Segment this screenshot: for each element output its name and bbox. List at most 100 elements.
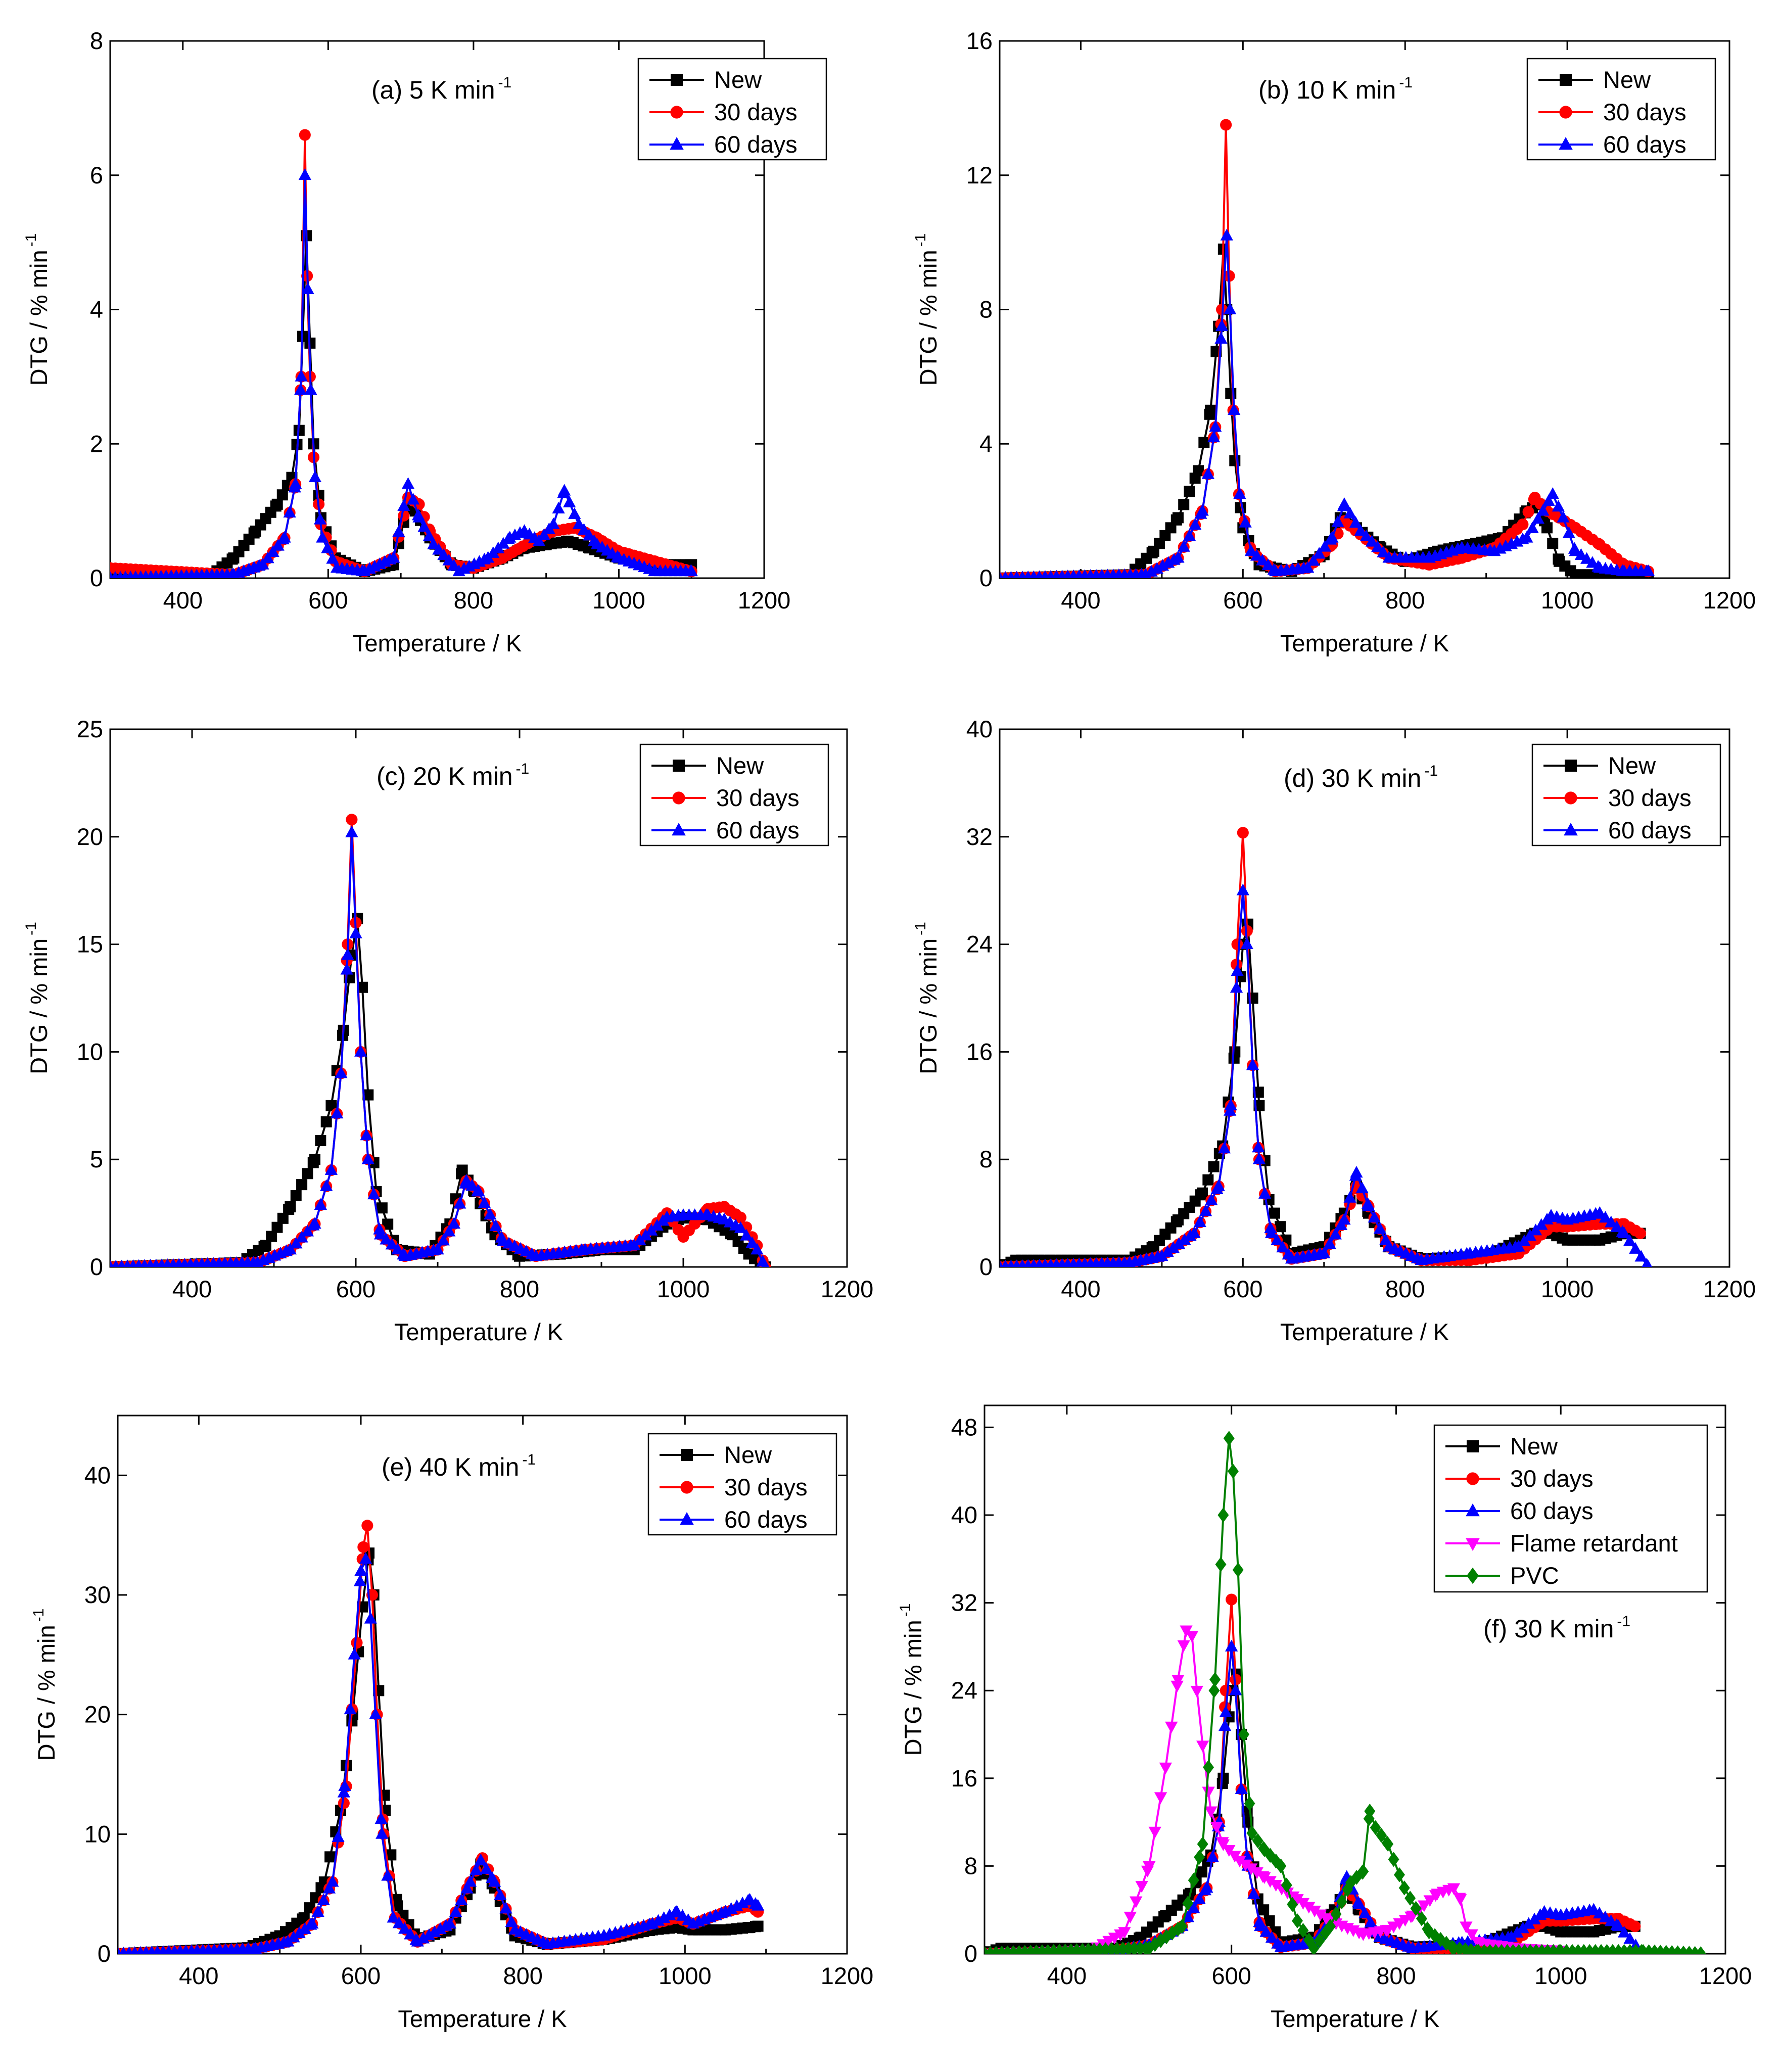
data-point bbox=[474, 1853, 487, 1865]
panel-label: (b) 10 K min -1 bbox=[1258, 74, 1413, 104]
y-axis-title-superscript: -1 bbox=[30, 1609, 47, 1622]
data-point bbox=[1176, 1918, 1188, 1934]
data-point bbox=[1410, 1901, 1422, 1916]
y-axis-title-group: DTG / % min -1 bbox=[30, 1609, 60, 1761]
data-point bbox=[494, 1888, 507, 1900]
data-point bbox=[1206, 1850, 1219, 1862]
y-axis-title: DTG / % min -1 bbox=[897, 1604, 926, 1756]
data-point bbox=[1210, 1821, 1223, 1834]
legend-marker bbox=[671, 74, 683, 86]
plot-frame bbox=[999, 728, 1730, 1268]
data-point bbox=[1229, 455, 1241, 466]
x-tick-label: 800 bbox=[1385, 587, 1425, 614]
data-point bbox=[1557, 510, 1570, 523]
data-point bbox=[1229, 1683, 1242, 1696]
y-axis-title-main: DTG / % min bbox=[33, 1625, 60, 1761]
plot-frame bbox=[117, 1415, 848, 1955]
data-point bbox=[1156, 559, 1169, 571]
data-point bbox=[547, 517, 560, 530]
data-point bbox=[1150, 561, 1163, 574]
series-60-days bbox=[110, 168, 698, 578]
panel-e: 400 600 800 1000 1200 0 10 20 30 40 Temperature / … bbox=[30, 1415, 873, 2032]
legend-marker bbox=[681, 1449, 693, 1461]
x-tick-label: 600 bbox=[1223, 587, 1262, 614]
data-point bbox=[1145, 564, 1158, 577]
data-point bbox=[398, 1922, 411, 1934]
data-point bbox=[1371, 540, 1384, 552]
legend-label: 30 days bbox=[716, 784, 800, 811]
plot-area bbox=[1000, 827, 1653, 1267]
legend-label: 60 days bbox=[1510, 1497, 1594, 1524]
data-point bbox=[117, 1259, 126, 1267]
data-point bbox=[751, 1899, 765, 1911]
y-axis-title-superscript: -1 bbox=[23, 922, 39, 935]
data-point bbox=[1263, 1915, 1275, 1926]
x-tick-label: 400 bbox=[179, 1962, 218, 1989]
y-tick-label: 32 bbox=[951, 1589, 977, 1616]
data-point bbox=[1528, 1912, 1541, 1924]
data-point bbox=[324, 1163, 338, 1175]
data-point bbox=[1018, 1259, 1027, 1267]
data-point bbox=[374, 1812, 388, 1824]
data-point bbox=[361, 1520, 373, 1532]
data-point bbox=[1187, 1901, 1200, 1913]
data-point bbox=[1307, 554, 1320, 566]
data-point bbox=[1325, 1918, 1336, 1934]
series-60-days bbox=[1000, 883, 1653, 1267]
y-tick-label: 15 bbox=[77, 931, 103, 958]
data-point bbox=[1336, 1894, 1347, 1909]
x-tick-label: 1200 bbox=[821, 1276, 874, 1302]
data-point bbox=[111, 571, 119, 578]
x-tick-label: 1000 bbox=[659, 1962, 712, 1989]
legend-box bbox=[639, 743, 829, 846]
data-point bbox=[1193, 1892, 1206, 1904]
y-tick-label: 0 bbox=[964, 1940, 977, 1967]
x-tick-label: 400 bbox=[163, 587, 203, 614]
series-30-days bbox=[110, 129, 697, 578]
y-tick-label: 2 bbox=[90, 430, 103, 457]
data-point bbox=[1308, 1941, 1320, 1954]
data-point bbox=[321, 541, 334, 553]
data-point bbox=[1343, 1191, 1356, 1203]
data-point bbox=[1041, 570, 1050, 578]
plot-frame bbox=[983, 1404, 1726, 1955]
data-point bbox=[1258, 1187, 1272, 1199]
y-tick-label: 30 bbox=[84, 1581, 111, 1608]
data-point bbox=[1217, 1772, 1229, 1784]
data-point bbox=[552, 501, 565, 514]
legend-box bbox=[637, 58, 827, 161]
series-line bbox=[110, 174, 692, 578]
data-point bbox=[1623, 1234, 1636, 1246]
data-point bbox=[367, 1187, 381, 1200]
data-point bbox=[283, 505, 296, 518]
legend-label: 30 days bbox=[714, 99, 798, 125]
data-point bbox=[1202, 1786, 1215, 1799]
legend-marker bbox=[672, 823, 686, 836]
data-point bbox=[315, 1135, 326, 1146]
data-point bbox=[443, 1917, 457, 1929]
plot-area bbox=[110, 814, 771, 1267]
x-tick-label: 800 bbox=[1376, 1962, 1416, 1989]
legend-label: New bbox=[714, 66, 762, 93]
data-point bbox=[1562, 526, 1575, 538]
data-point bbox=[369, 1707, 382, 1720]
data-point bbox=[1239, 1859, 1252, 1871]
data-point bbox=[1416, 1911, 1427, 1926]
data-point bbox=[1318, 540, 1332, 552]
data-point bbox=[391, 1243, 404, 1255]
data-point bbox=[455, 1893, 468, 1905]
legend-marker bbox=[670, 106, 683, 119]
legend-label: New bbox=[1510, 1433, 1558, 1459]
data-point bbox=[1271, 1233, 1284, 1246]
data-point bbox=[346, 814, 358, 826]
data-point bbox=[284, 1243, 297, 1255]
data-point bbox=[1645, 1260, 1653, 1267]
data-point bbox=[1229, 1046, 1241, 1058]
data-point bbox=[130, 1946, 139, 1954]
data-point bbox=[437, 548, 450, 560]
data-point bbox=[453, 1197, 466, 1209]
y-tick-label: 32 bbox=[966, 823, 993, 850]
data-point bbox=[1297, 1923, 1309, 1938]
data-point bbox=[285, 1201, 296, 1212]
y-axis-title-superscript: -1 bbox=[912, 233, 929, 247]
